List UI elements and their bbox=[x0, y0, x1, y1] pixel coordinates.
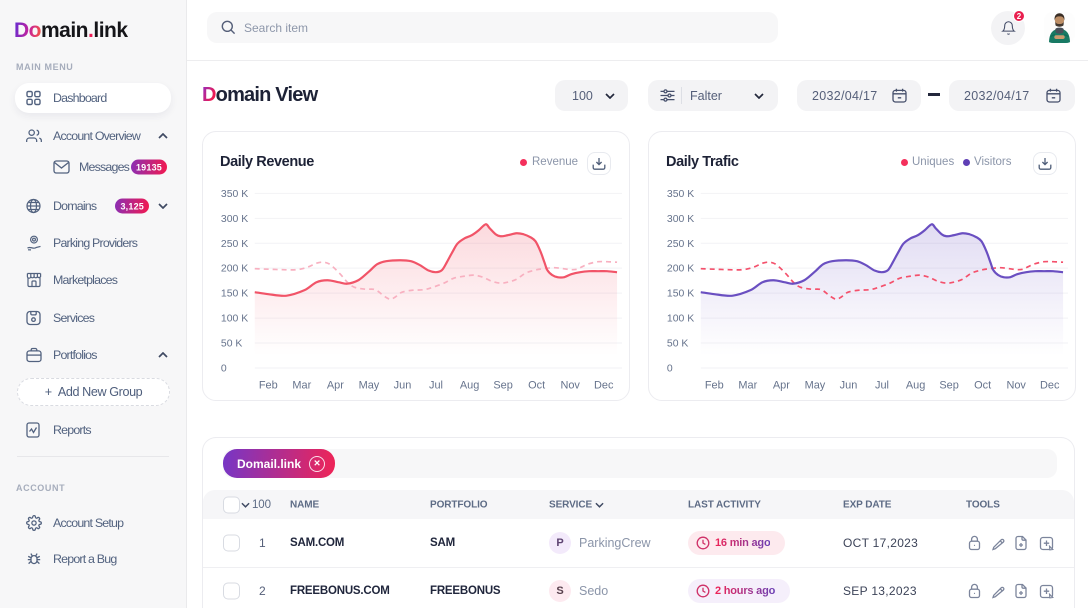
svg-text:250 K: 250 K bbox=[667, 239, 694, 250]
svg-text:Mar: Mar bbox=[292, 379, 311, 391]
svg-text:200 K: 200 K bbox=[667, 264, 694, 275]
svg-text:350 K: 350 K bbox=[221, 189, 248, 200]
svg-text:Jul: Jul bbox=[429, 379, 443, 391]
svg-text:Nov: Nov bbox=[1006, 379, 1026, 391]
svg-text:Jul: Jul bbox=[875, 379, 889, 391]
svg-text:May: May bbox=[359, 379, 380, 391]
svg-text:Apr: Apr bbox=[773, 379, 790, 391]
svg-text:150 K: 150 K bbox=[667, 289, 694, 300]
svg-text:100 K: 100 K bbox=[221, 314, 248, 325]
svg-text:100 K: 100 K bbox=[667, 314, 694, 325]
svg-text:Dec: Dec bbox=[1040, 379, 1060, 391]
svg-text:Jun: Jun bbox=[840, 379, 858, 391]
svg-text:150 K: 150 K bbox=[221, 289, 248, 300]
svg-text:200 K: 200 K bbox=[221, 264, 248, 275]
svg-text:Jun: Jun bbox=[394, 379, 412, 391]
svg-text:Mar: Mar bbox=[738, 379, 757, 391]
svg-text:300 K: 300 K bbox=[667, 214, 694, 225]
svg-text:Oct: Oct bbox=[528, 379, 545, 391]
svg-text:0: 0 bbox=[667, 364, 673, 375]
svg-text:Feb: Feb bbox=[259, 379, 278, 391]
svg-text:300 K: 300 K bbox=[221, 214, 248, 225]
svg-text:350 K: 350 K bbox=[667, 189, 694, 200]
svg-text:Dec: Dec bbox=[594, 379, 614, 391]
svg-text:50 K: 50 K bbox=[221, 339, 243, 350]
svg-text:Apr: Apr bbox=[327, 379, 344, 391]
svg-text:May: May bbox=[805, 379, 826, 391]
svg-text:50 K: 50 K bbox=[667, 339, 689, 350]
svg-text:Aug: Aug bbox=[906, 379, 925, 391]
svg-text:Aug: Aug bbox=[460, 379, 479, 391]
svg-text:Nov: Nov bbox=[560, 379, 580, 391]
svg-text:0: 0 bbox=[221, 364, 227, 375]
svg-text:Sep: Sep bbox=[939, 379, 958, 391]
svg-text:Sep: Sep bbox=[493, 379, 512, 391]
svg-text:250 K: 250 K bbox=[221, 239, 248, 250]
svg-text:Oct: Oct bbox=[974, 379, 991, 391]
svg-text:Feb: Feb bbox=[705, 379, 724, 391]
